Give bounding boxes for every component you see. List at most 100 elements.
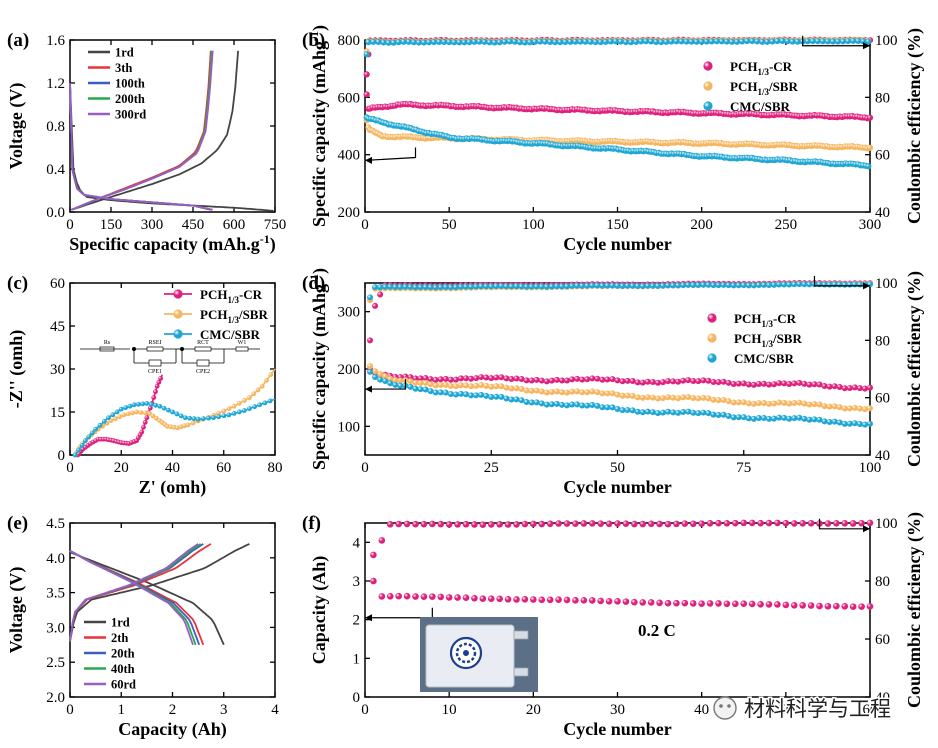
pouch-tab (513, 667, 529, 677)
data-point (619, 282, 626, 289)
data-point (483, 283, 490, 290)
data-point (831, 418, 838, 425)
data-point (378, 537, 386, 544)
data-point (375, 38, 382, 46)
legend-entry: 60rd (111, 678, 136, 692)
data-point (814, 37, 821, 45)
legend-entry: 40th (111, 662, 135, 676)
legend-name: PCH (734, 331, 761, 346)
data-point (846, 384, 853, 391)
data-point (782, 519, 790, 527)
data-point (801, 380, 808, 387)
pouch-tab (513, 630, 529, 640)
data-point (680, 394, 687, 401)
data-point (806, 401, 813, 408)
data-point (841, 385, 848, 392)
data-point (755, 400, 762, 407)
data-point (579, 376, 586, 383)
circuit-resistor (99, 346, 115, 352)
data-point (530, 596, 537, 603)
y2-tick-label: 100 (875, 516, 898, 532)
data-point (538, 283, 545, 290)
y-tick-label: 0.4 (46, 162, 65, 178)
data-point (791, 415, 798, 422)
data-point (685, 394, 692, 401)
y2-tick-label: 40 (875, 448, 890, 464)
y-tick-label: 1.2 (46, 76, 65, 92)
data-point (649, 282, 656, 289)
data-point (816, 416, 823, 423)
data-point (833, 520, 840, 527)
pouch-cell-photo (420, 617, 538, 692)
y-axis-label-text: Voltage (V) (6, 83, 27, 170)
data-point (690, 409, 697, 416)
data-point (118, 406, 124, 412)
data-point (511, 38, 518, 45)
data-point (720, 396, 727, 403)
data-point (821, 418, 828, 425)
data-point (594, 389, 601, 396)
data-point (799, 602, 806, 609)
data-point (486, 39, 493, 46)
data-point (518, 375, 525, 382)
data-point (432, 389, 439, 396)
data-point (594, 282, 601, 289)
x-tick-label: 100 (859, 460, 882, 476)
data-point (131, 402, 137, 408)
legend-marker (707, 333, 717, 343)
data-point (801, 415, 808, 422)
data-point (136, 401, 141, 407)
data-point (498, 383, 505, 390)
data-point (564, 389, 570, 396)
data-point (629, 378, 636, 385)
data-point (471, 521, 478, 528)
data-point (457, 382, 464, 389)
data-point (744, 37, 751, 45)
data-point (526, 39, 534, 46)
data-point (759, 38, 766, 45)
data-point (563, 596, 571, 604)
watermark-text: 材料科学与工程 (744, 697, 891, 721)
pouch-logo-center (463, 650, 469, 656)
data-point (865, 163, 872, 170)
x-tick-label: 80 (268, 460, 283, 476)
plot-frame (69, 39, 276, 213)
data-point (427, 381, 434, 388)
data-point (386, 593, 394, 600)
data-point (553, 400, 560, 407)
y-tick-label: 200 (338, 205, 361, 221)
data-point (698, 520, 705, 528)
plot-frame (364, 39, 871, 213)
data-point (191, 416, 197, 422)
data-point (483, 392, 490, 399)
data-point (257, 402, 263, 408)
data-point (106, 415, 111, 421)
panel-label: (d) (302, 273, 325, 294)
data-point (700, 281, 707, 288)
data-point (856, 405, 863, 412)
pouch-logo-inner (455, 642, 477, 664)
data-point (801, 281, 808, 288)
panel-c: 0 20 40 60 80 0 15 30 45 60 (c) Z' (omh) -Z'' (omh) R… (6, 273, 283, 498)
data-point (765, 519, 773, 527)
data-point (154, 383, 160, 389)
data-point (543, 401, 550, 408)
data-point (589, 282, 596, 289)
data-point (182, 415, 188, 421)
data-point (829, 38, 837, 45)
x-tick-label: 450 (182, 217, 205, 233)
data-point (794, 38, 801, 45)
data-point (622, 520, 630, 527)
data-point (488, 283, 495, 290)
data-point (589, 402, 596, 409)
x-tick-label: 0 (66, 702, 74, 718)
series-line (71, 50, 212, 211)
data-point (715, 397, 722, 404)
data-point (619, 392, 626, 399)
data-point (836, 404, 843, 411)
data-point (140, 401, 146, 407)
legend-entry: CMC/SBR (200, 327, 261, 342)
y-axis-label: Specific capacity (mAhg-1) (307, 25, 330, 227)
data-point (730, 380, 737, 387)
y-tick-label: 800 (338, 33, 361, 49)
